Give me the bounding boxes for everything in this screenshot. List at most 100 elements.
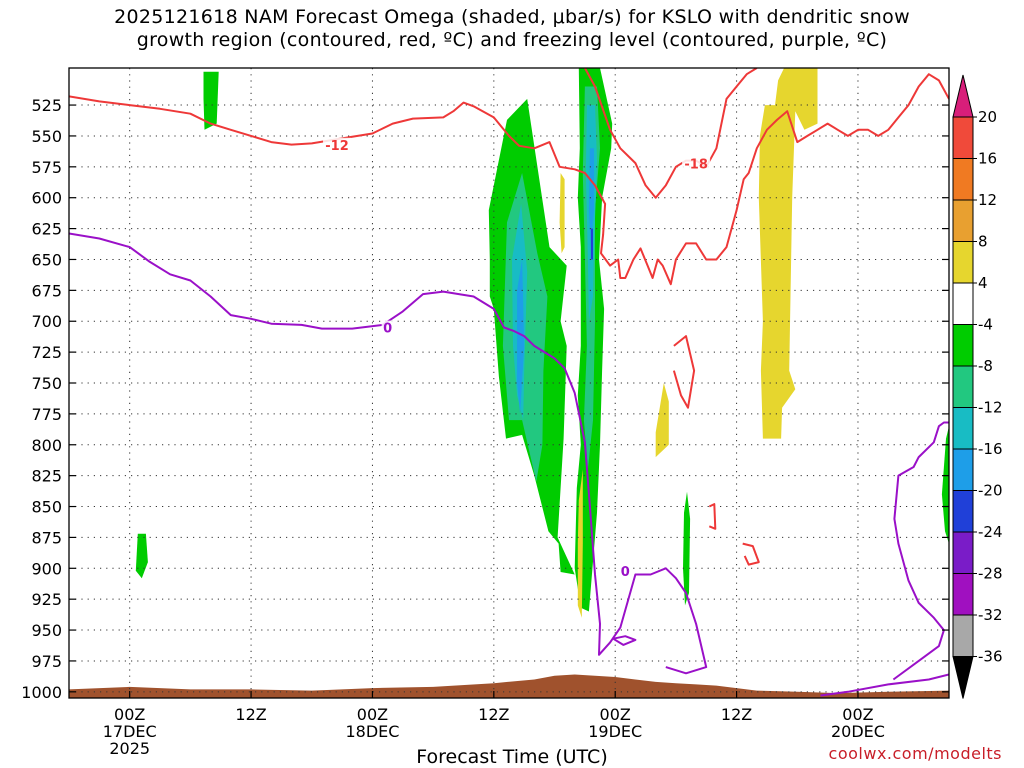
y-tick-label-525: 525 bbox=[31, 96, 62, 115]
colorbar-bin-3 bbox=[952, 241, 974, 284]
freezing-level-contour-label-1: 0 bbox=[621, 565, 630, 580]
x-tick-label-60-0: 12Z bbox=[721, 705, 752, 724]
colorbar-label-11: -28 bbox=[978, 565, 1003, 583]
colorbar-label-2: 12 bbox=[978, 191, 997, 209]
y-tick-label-675: 675 bbox=[31, 281, 62, 300]
x-tick-label-24-0: 00Z bbox=[357, 705, 388, 724]
colorbar-label-12: -32 bbox=[978, 606, 1003, 624]
colorbar-bin-9 bbox=[952, 490, 974, 533]
credit-text[interactable]: coolwx.com/modelts bbox=[828, 744, 1002, 763]
freezing-level-contour-2 bbox=[820, 673, 949, 697]
colorbar-bin-10 bbox=[952, 531, 974, 574]
colorbar-label-13: -36 bbox=[978, 648, 1003, 666]
colorbar-bin-1 bbox=[952, 158, 974, 201]
y-tick-label-925: 925 bbox=[31, 590, 62, 609]
x-tick-label-0-0: 00Z bbox=[114, 705, 145, 724]
y-tick-label-1000: 1000 bbox=[21, 683, 62, 702]
colorbar-bin-6 bbox=[952, 365, 974, 408]
omega-region-4 bbox=[683, 491, 691, 606]
colorbar-label-8: -16 bbox=[978, 440, 1003, 458]
x-axis-title: Forecast Time (UTC) bbox=[416, 746, 608, 768]
dgz-contour-label-bg-1 bbox=[682, 156, 711, 171]
colorbar-bin-11 bbox=[952, 573, 974, 616]
colorbar-label-0: 20 bbox=[978, 108, 997, 126]
colorbar-label-6: -8 bbox=[978, 357, 993, 375]
colorbar-label-3: 8 bbox=[978, 233, 988, 251]
colorbar-bin-4 bbox=[952, 282, 974, 325]
dgz-contour-label-0: -12 bbox=[325, 139, 349, 154]
y-tick-label-725: 725 bbox=[31, 343, 62, 362]
colorbar-bin-0 bbox=[952, 116, 974, 159]
colorbar-bin-2 bbox=[952, 199, 974, 242]
y-tick-label-825: 825 bbox=[31, 467, 62, 486]
y-tick-label-625: 625 bbox=[31, 220, 62, 239]
dgz-contour-label-1: -18 bbox=[684, 157, 708, 172]
colorbar-bin-5 bbox=[952, 324, 974, 367]
contour-labels: -12 -18 0 0 bbox=[323, 137, 711, 580]
omega-region-14 bbox=[577, 469, 583, 618]
y-tick-label-900: 900 bbox=[31, 559, 62, 578]
y-tick-label-875: 875 bbox=[31, 528, 62, 547]
colorbar-label-7: -12 bbox=[978, 399, 1003, 417]
colorbar-bin-12 bbox=[952, 614, 974, 657]
x-tick-label-48-1: 19DEC bbox=[588, 722, 642, 741]
freezing-level-contour-label-bg-1 bbox=[619, 564, 632, 578]
y-tick-label-775: 775 bbox=[31, 405, 62, 424]
colorbar-label-4: 4 bbox=[978, 274, 988, 292]
x-tick-label-72-1: 20DEC bbox=[831, 722, 885, 741]
x-tick-label-72-0: 00Z bbox=[842, 705, 873, 724]
colorbar-top-arrow bbox=[952, 74, 974, 118]
y-tick-label-575: 575 bbox=[31, 158, 62, 177]
omega-region-1 bbox=[135, 533, 148, 579]
dgz-contour-label-bg-0 bbox=[323, 137, 352, 152]
freezing-level-contour-label-bg-0 bbox=[381, 320, 394, 335]
omega-region-12 bbox=[590, 228, 593, 260]
y-tick-label-975: 975 bbox=[31, 652, 62, 671]
y-tick-label-850: 850 bbox=[31, 498, 62, 517]
omega-region-10 bbox=[517, 259, 525, 414]
colorbar-label-9: -20 bbox=[978, 482, 1003, 500]
x-tick-label-24-1: 18DEC bbox=[345, 722, 399, 741]
freezing-level-contour-1 bbox=[612, 635, 637, 646]
omega-region-0 bbox=[203, 71, 219, 130]
omega-region-13 bbox=[559, 173, 565, 254]
freezing-level-contour-0 bbox=[69, 232, 708, 675]
chart-title-line-1: 2025121618 NAM Forecast Omega (shaded, μ… bbox=[114, 6, 910, 28]
y-tick-label-950: 950 bbox=[31, 621, 62, 640]
omega-region-16 bbox=[758, 68, 818, 439]
y-axis: 525 550 575 600 625 650 675 700 725 750 775 800 825 8… bbox=[21, 96, 949, 702]
y-tick-label-700: 700 bbox=[31, 312, 62, 331]
chart-title-line-2: growth region (contoured, red, ºC) and f… bbox=[136, 29, 888, 51]
x-tick-label-0-1: 17DEC bbox=[103, 722, 157, 741]
y-tick-label-600: 600 bbox=[31, 189, 62, 208]
colorbar-label-1: 16 bbox=[978, 150, 997, 168]
colorbar-bin-7 bbox=[952, 407, 974, 450]
omega-region-15 bbox=[655, 383, 669, 458]
dgz-contour-1 bbox=[584, 68, 758, 199]
x-tick-label-48-0: 00Z bbox=[600, 705, 631, 724]
omega-region-11 bbox=[588, 148, 594, 248]
colorbar: 20 16 12 8 4 -4 -8 -12 -16 -20 -24 -28 -32 -36 bbox=[952, 74, 1003, 699]
colorbar-bin-8 bbox=[952, 448, 974, 491]
omega-shading bbox=[135, 68, 949, 618]
x-tick-label-0-2: 2025 bbox=[109, 739, 150, 758]
dgz-small-contour-1 bbox=[742, 542, 760, 566]
dgz-contour-0 bbox=[69, 73, 949, 286]
chart-title: 2025121618 NAM Forecast Omega (shaded, μ… bbox=[0, 6, 1024, 52]
x-tick-label-12-0: 12Z bbox=[235, 705, 266, 724]
dgz-small-contour-2 bbox=[708, 503, 717, 530]
terrain-layer bbox=[69, 674, 949, 698]
dgz-small-contour-0 bbox=[672, 335, 696, 409]
freezing-level-contour-label-0: 0 bbox=[383, 322, 392, 337]
colorbar-label-5: -4 bbox=[978, 316, 993, 334]
x-tick-label-36-0: 12Z bbox=[478, 705, 509, 724]
terrain-fill bbox=[69, 674, 949, 698]
omega-region-5 bbox=[941, 426, 949, 544]
freezing-level-contour-3 bbox=[892, 421, 949, 681]
y-tick-label-750: 750 bbox=[31, 374, 62, 393]
colorbar-label-10: -24 bbox=[978, 523, 1003, 541]
y-tick-label-800: 800 bbox=[31, 436, 62, 455]
colorbar-bottom-arrow bbox=[952, 656, 974, 699]
